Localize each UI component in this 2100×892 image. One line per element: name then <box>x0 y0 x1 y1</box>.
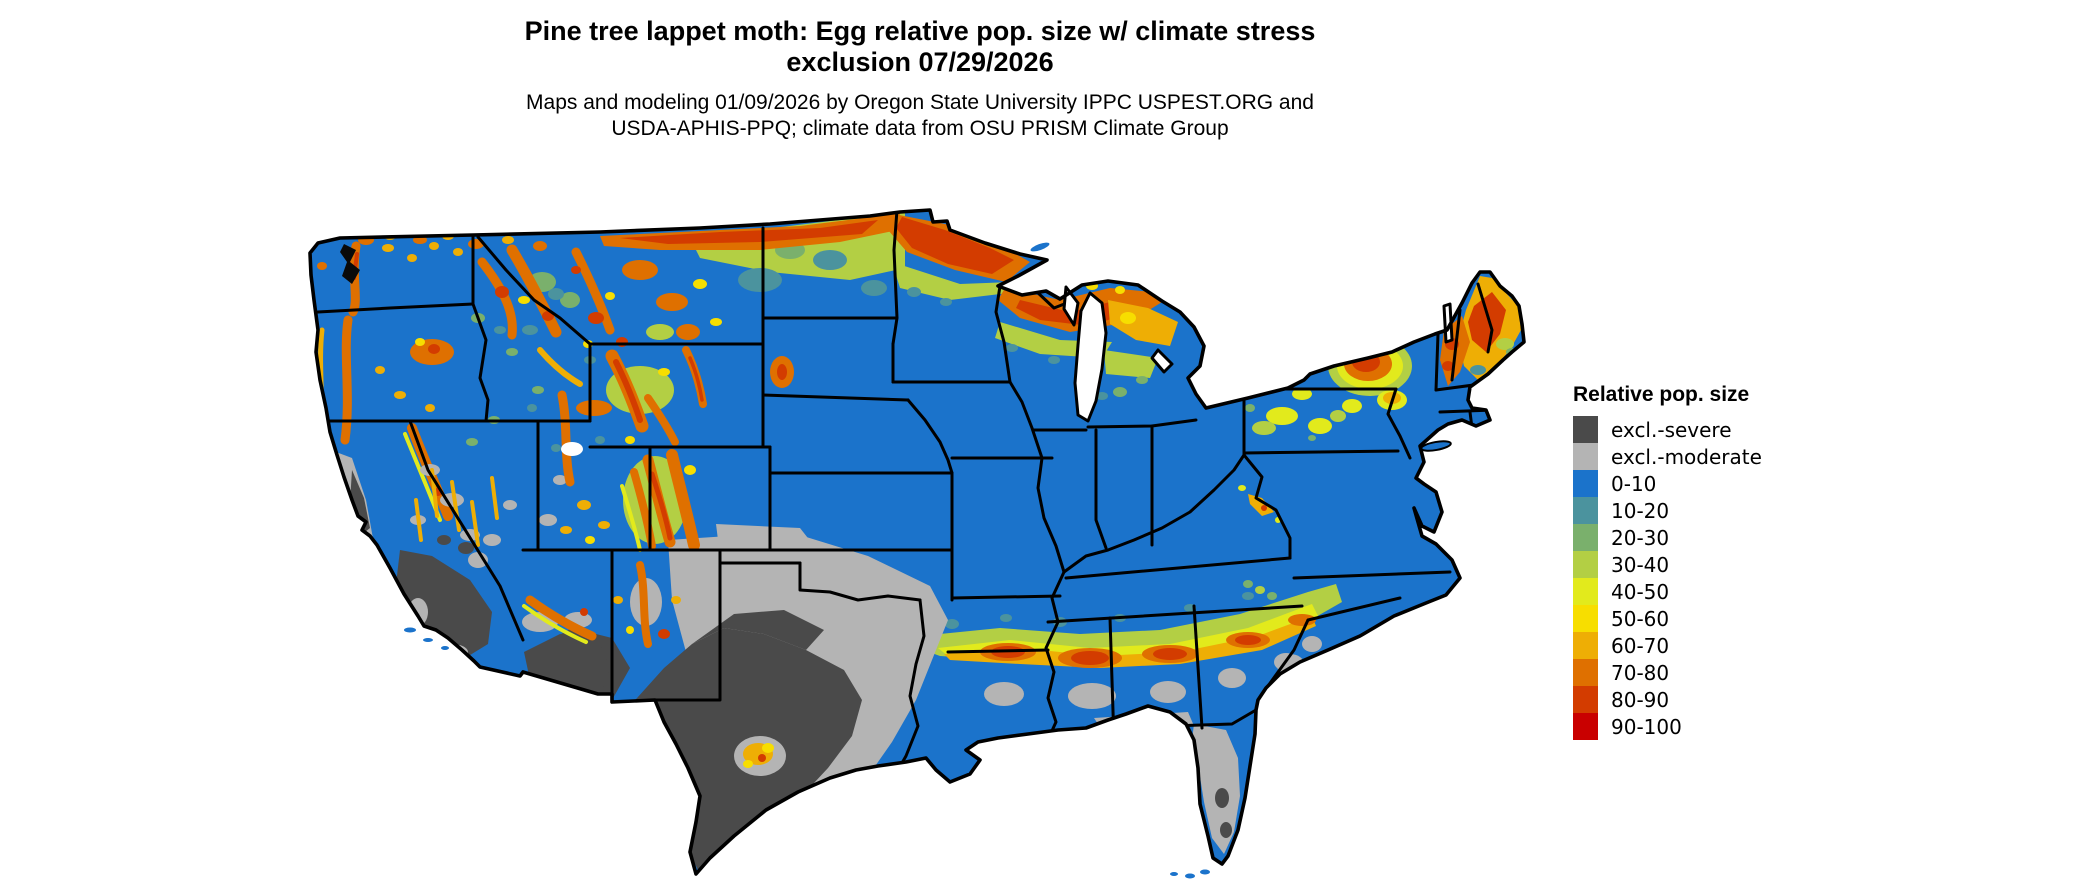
legend-swatch <box>1573 416 1598 443</box>
title-block: Pine tree lappet moth: Egg relative pop.… <box>220 16 1620 142</box>
legend-item-label: 70-80 <box>1611 660 1670 685</box>
puget-sound-detail <box>340 244 360 284</box>
legend-item-label: 40-50 <box>1611 579 1670 604</box>
legend-item: 60-70 <box>1573 632 1833 659</box>
isle-royale <box>1030 242 1050 252</box>
map-title-line1: Pine tree lappet moth: Egg relative pop.… <box>524 16 1316 46</box>
legend-item-label: 90-100 <box>1611 714 1682 739</box>
legend-swatch <box>1573 605 1598 632</box>
legend-item: 0-10 <box>1573 470 1833 497</box>
legend-item: 80-90 <box>1573 686 1833 713</box>
map-subtitle-line1: Maps and modeling 01/09/2026 by Oregon S… <box>526 91 1314 114</box>
legend-item-label: 60-70 <box>1611 633 1670 658</box>
legend-item: 50-60 <box>1573 605 1833 632</box>
legend-swatch <box>1573 524 1598 551</box>
great-salt-lake <box>561 442 583 456</box>
legend-item: 10-20 <box>1573 497 1833 524</box>
conus-outline <box>308 208 1526 876</box>
legend-item: 90-100 <box>1573 713 1833 740</box>
legend-item: 40-50 <box>1573 578 1833 605</box>
legend-item-label: excl.-moderate <box>1611 444 1762 469</box>
legend-item-label: 80-90 <box>1611 687 1670 712</box>
legend-swatch <box>1573 713 1598 740</box>
legend: Relative pop. size excl.-severe excl.-mo… <box>1573 383 1833 740</box>
map-subtitle-line2: USDA-APHIS-PPQ; climate data from OSU PR… <box>611 117 1229 140</box>
legend-swatch <box>1573 686 1598 713</box>
legend-item: excl.-moderate <box>1573 443 1833 470</box>
legend-item-label: 10-20 <box>1611 498 1670 523</box>
legend-swatch <box>1573 578 1598 605</box>
legend-item: 20-30 <box>1573 524 1833 551</box>
legend-swatch <box>1573 497 1598 524</box>
legend-item-label: 50-60 <box>1611 606 1670 631</box>
map-title-line2: exclusion 07/29/2026 <box>786 47 1054 77</box>
legend-item-label: 30-40 <box>1611 552 1670 577</box>
legend-swatch <box>1573 551 1598 578</box>
legend-item: 70-80 <box>1573 659 1833 686</box>
legend-swatch <box>1573 470 1598 497</box>
legend-item-label: excl.-severe <box>1611 417 1732 442</box>
legend-item-label: 0-10 <box>1611 471 1657 496</box>
legend-swatch <box>1573 632 1598 659</box>
offshore-islands <box>404 440 1452 879</box>
map-raster-fills <box>310 210 1524 874</box>
legend-item-label: 20-30 <box>1611 525 1670 550</box>
great-lakes <box>561 242 1454 456</box>
legend-swatch <box>1573 443 1598 470</box>
legend-title: Relative pop. size <box>1573 383 1750 406</box>
legend-item: excl.-severe <box>1573 416 1833 443</box>
legend-swatch <box>1573 659 1598 686</box>
legend-item: 30-40 <box>1573 551 1833 578</box>
